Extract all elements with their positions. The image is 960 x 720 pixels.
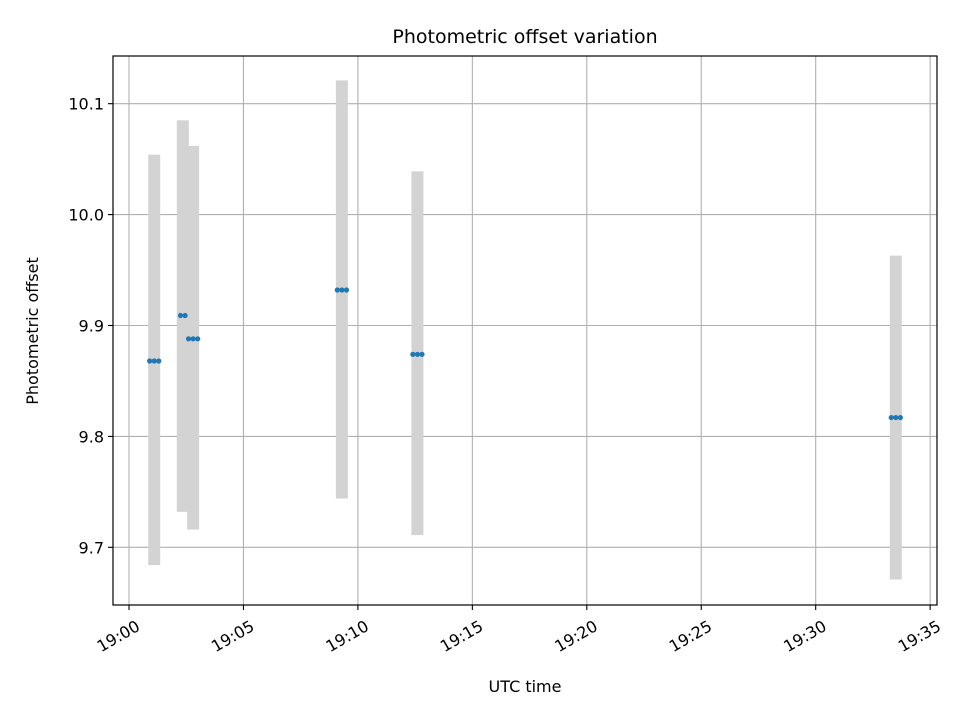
data-point xyxy=(151,358,157,364)
y-axis-ticks: 9.7 9.8 9.9 10.0 10.1 xyxy=(68,95,113,557)
data-point xyxy=(343,287,350,293)
data-point xyxy=(414,351,421,357)
y-tick-label: 9.9 xyxy=(79,317,104,336)
data-point xyxy=(147,358,153,364)
y-tick-label: 9.7 xyxy=(79,538,104,557)
data-point xyxy=(177,312,184,319)
data-point xyxy=(419,351,425,357)
data-point xyxy=(410,351,416,357)
data-point xyxy=(334,287,340,293)
y-tick-label: 10.0 xyxy=(68,206,104,225)
data-point xyxy=(156,358,162,364)
grid xyxy=(113,56,937,605)
data-point xyxy=(190,336,196,342)
data-points xyxy=(147,287,903,421)
data-point xyxy=(182,312,188,319)
x-axis-title: UTC time xyxy=(489,677,562,696)
y-axis-title: Photometric offset xyxy=(23,257,42,405)
chart-title: Photometric offset variation xyxy=(392,26,657,48)
y-tick-label: 9.8 xyxy=(79,427,104,446)
plot-frame xyxy=(112,55,938,606)
data-point xyxy=(893,414,899,421)
data-point xyxy=(339,287,345,293)
data-point xyxy=(897,414,903,421)
y-tick-label: 10.1 xyxy=(68,95,104,114)
data-point xyxy=(195,336,201,342)
data-point xyxy=(185,336,192,342)
data-point xyxy=(888,414,894,421)
